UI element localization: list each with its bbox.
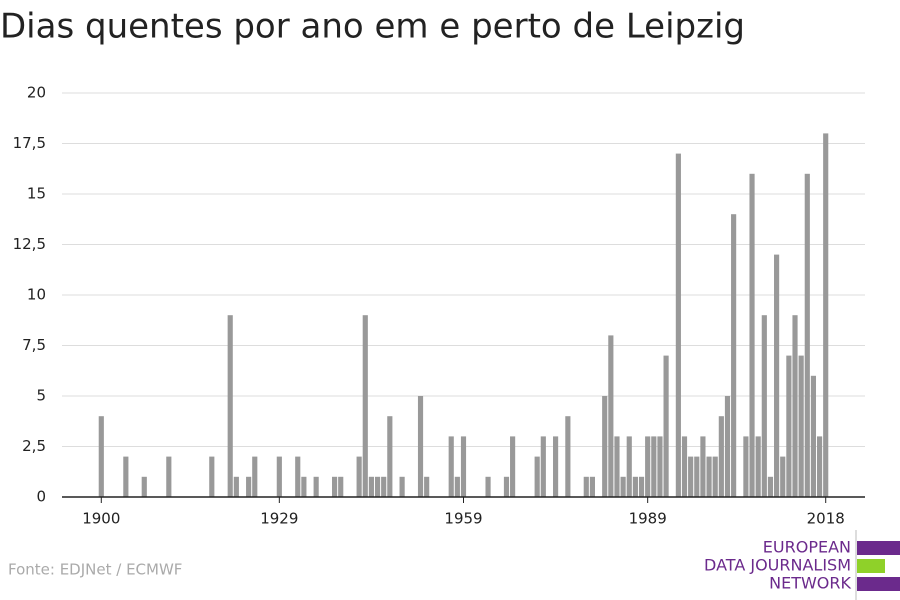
x-tick-label: 2018 <box>807 510 845 528</box>
bar <box>663 355 669 497</box>
y-tick-label: 10 <box>27 286 46 304</box>
bar <box>233 476 239 497</box>
bar <box>252 456 258 497</box>
x-tick-label: 1959 <box>444 510 482 528</box>
logo-bar <box>857 577 900 591</box>
bar <box>448 436 454 497</box>
bar <box>743 436 749 497</box>
bar <box>608 335 614 497</box>
bar <box>651 436 657 497</box>
bar <box>798 355 804 497</box>
logo-bar <box>857 559 885 573</box>
y-tick-label: 2,5 <box>22 437 46 455</box>
y-tick-label: 7,5 <box>22 336 46 354</box>
y-tick-label: 20 <box>27 84 46 102</box>
bar <box>632 476 638 497</box>
bar <box>460 436 467 497</box>
bar <box>620 476 626 497</box>
logo-text: EUROPEAN <box>763 538 851 557</box>
bar <box>485 476 491 497</box>
bar <box>565 416 571 497</box>
bar <box>731 214 737 497</box>
bar <box>583 476 589 497</box>
bar <box>399 476 405 497</box>
bar <box>98 416 104 497</box>
bar <box>331 476 338 497</box>
bar <box>356 456 362 497</box>
y-tick-label: 5 <box>36 387 46 405</box>
bar <box>313 476 319 497</box>
bar <box>688 456 694 497</box>
bar <box>387 416 393 497</box>
bar <box>700 436 706 497</box>
bar <box>540 436 546 497</box>
bar <box>706 456 712 497</box>
bar <box>503 476 510 497</box>
x-tick-label: 1929 <box>260 510 298 528</box>
logo-text: DATA JOURNALISM <box>704 556 851 575</box>
bar <box>141 476 147 497</box>
bar <box>681 436 688 497</box>
bar <box>246 476 252 497</box>
y-tick-label: 12,5 <box>13 235 46 253</box>
bar <box>381 476 387 497</box>
source: Fonte: EDJNet / ECMWF <box>8 561 182 579</box>
logo-bar <box>857 541 900 555</box>
bar <box>823 133 829 497</box>
bar <box>417 396 424 497</box>
bar <box>602 396 608 497</box>
y-tick-label: 15 <box>27 185 46 203</box>
bar <box>510 436 516 497</box>
bar <box>755 436 761 497</box>
bar <box>767 476 774 497</box>
bar <box>774 254 780 497</box>
bar <box>301 476 307 497</box>
bar <box>638 476 645 497</box>
bar <box>123 456 129 497</box>
bar <box>553 436 559 497</box>
x-tick-label: 1989 <box>629 510 667 528</box>
bar <box>362 315 368 497</box>
bar <box>209 456 215 497</box>
bar <box>761 315 767 497</box>
bar <box>786 355 792 497</box>
bar <box>534 456 540 497</box>
bar <box>792 315 798 497</box>
bar <box>295 456 301 497</box>
bar <box>454 476 460 497</box>
bar <box>694 456 700 497</box>
bar <box>724 396 731 497</box>
bar <box>368 476 374 497</box>
bar <box>810 375 817 497</box>
bar <box>780 456 786 497</box>
bar <box>626 436 632 497</box>
bar <box>816 436 823 497</box>
bar <box>166 456 172 497</box>
logo-text: NETWORK <box>769 574 851 593</box>
bar <box>276 456 282 497</box>
bar <box>749 173 755 498</box>
bar <box>614 436 620 497</box>
bar <box>712 456 718 497</box>
bar <box>657 436 663 497</box>
bar <box>675 153 681 497</box>
bar <box>424 476 430 497</box>
bar <box>804 173 810 498</box>
bar <box>589 476 596 497</box>
bar <box>338 476 344 497</box>
chart-title: Dias quentes por ano em e perto de Leipz… <box>0 7 745 47</box>
y-tick-label: 17,5 <box>13 134 46 152</box>
bar <box>718 416 724 497</box>
bar <box>645 436 651 497</box>
y-tick-label: 0 <box>36 488 46 506</box>
bar <box>374 476 381 497</box>
x-tick-label: 1900 <box>82 510 120 528</box>
bar <box>227 315 233 497</box>
